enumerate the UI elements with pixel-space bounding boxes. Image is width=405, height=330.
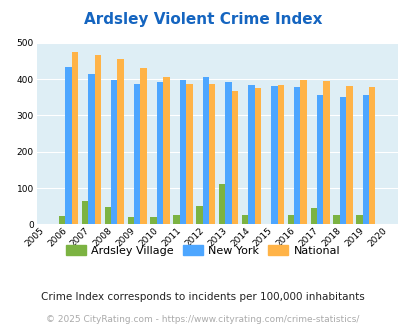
Bar [104, 207, 111, 224]
Bar [339, 97, 345, 224]
Text: © 2025 CityRating.com - https://www.cityrating.com/crime-statistics/: © 2025 CityRating.com - https://www.city… [46, 315, 359, 324]
Bar [248, 85, 254, 224]
Bar [59, 216, 65, 224]
Bar [293, 87, 300, 224]
Bar [88, 75, 94, 224]
Bar [231, 91, 238, 224]
Bar [202, 77, 209, 224]
Bar [287, 215, 293, 224]
Bar [316, 95, 322, 224]
Bar [333, 214, 339, 224]
Bar [94, 55, 101, 224]
Bar [150, 217, 156, 224]
Bar [322, 82, 329, 224]
Bar [65, 67, 72, 224]
Bar [241, 214, 248, 224]
Bar [254, 87, 260, 224]
Bar [127, 217, 134, 224]
Bar [225, 82, 231, 224]
Legend: Ardsley Village, New York, National: Ardsley Village, New York, National [61, 241, 344, 260]
Bar [140, 68, 147, 224]
Bar [219, 184, 225, 224]
Bar [156, 82, 163, 224]
Bar [173, 214, 179, 224]
Bar [277, 85, 283, 224]
Bar [196, 206, 202, 224]
Bar [271, 86, 277, 224]
Bar [82, 201, 88, 224]
Bar [300, 80, 306, 224]
Bar [72, 52, 78, 224]
Text: Crime Index corresponds to incidents per 100,000 inhabitants: Crime Index corresponds to incidents per… [41, 292, 364, 302]
Bar [179, 80, 185, 224]
Bar [185, 84, 192, 224]
Bar [111, 80, 117, 224]
Bar [134, 84, 140, 224]
Bar [362, 95, 368, 224]
Text: Ardsley Violent Crime Index: Ardsley Violent Crime Index [83, 12, 322, 26]
Bar [163, 77, 169, 224]
Bar [345, 86, 352, 224]
Bar [209, 84, 215, 224]
Bar [310, 208, 316, 224]
Bar [355, 215, 362, 224]
Bar [368, 87, 375, 224]
Bar [117, 59, 124, 224]
